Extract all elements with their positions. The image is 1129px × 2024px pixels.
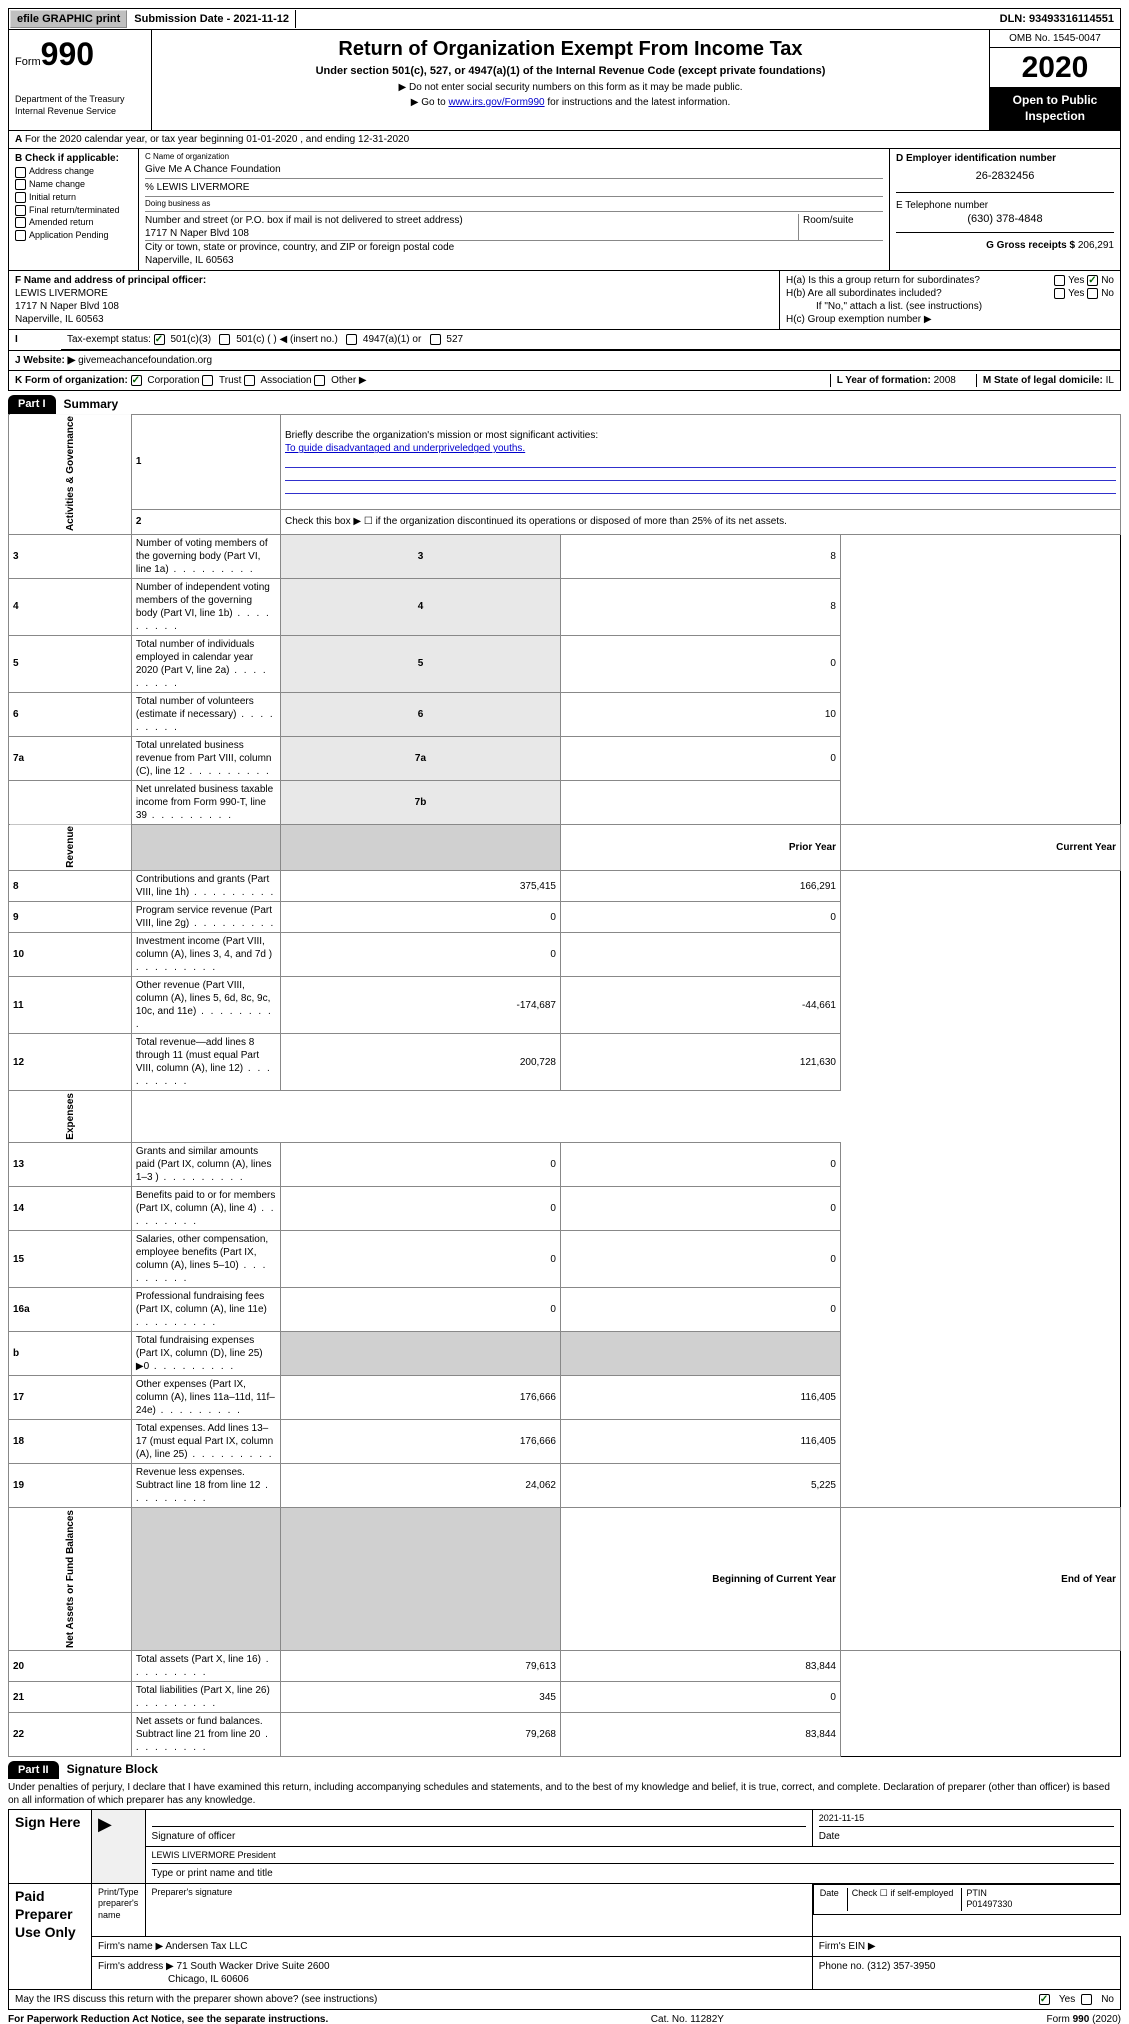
chk-amended[interactable]: Amended return [15, 217, 132, 229]
chk-final-return[interactable]: Final return/terminated [15, 205, 132, 217]
dln: DLN: 93493316114551 [994, 10, 1120, 28]
section-c: C Name of organization Give Me A Chance … [139, 149, 890, 270]
form-header: Form990 Department of the Treasury Inter… [8, 30, 1121, 131]
table-row: 18Total expenses. Add lines 13–17 (must … [9, 1420, 1121, 1464]
phone: (630) 378-4848 [896, 212, 1114, 226]
section-b: B Check if applicable: Address change Na… [9, 149, 139, 270]
discuss-row: May the IRS discuss this return with the… [8, 1990, 1121, 2010]
table-row: 13Grants and similar amounts paid (Part … [9, 1143, 1121, 1187]
ein: 26-2832456 [896, 169, 1114, 183]
side-gov: Activities & Governance [9, 414, 132, 534]
table-row: 19Revenue less expenses. Subtract line 1… [9, 1464, 1121, 1508]
table-row: 21Total liabilities (Part X, line 26)345… [9, 1682, 1121, 1713]
ptin: P01497330 [966, 1899, 1012, 1909]
tax-year: 2020 [990, 48, 1120, 87]
penalty-text: Under penalties of perjury, I declare th… [8, 1779, 1121, 1809]
chk-501c3[interactable] [154, 334, 165, 345]
table-row: 3Number of voting members of the governi… [9, 534, 1121, 578]
chk-527[interactable] [430, 334, 441, 345]
table-row: 12Total revenue—add lines 8 through 11 (… [9, 1034, 1121, 1091]
table-row: 22Net assets or fund balances. Subtract … [9, 1713, 1121, 1757]
part1-header: Part I Summary [8, 395, 1121, 413]
table-row: 20Total assets (Part X, line 16)79,61383… [9, 1651, 1121, 1682]
section-klm: K Form of organization: Corporation Trus… [8, 371, 1121, 391]
chk-app-pending[interactable]: Application Pending [15, 230, 132, 242]
info-grid: B Check if applicable: Address change Na… [8, 149, 1121, 271]
form-number-box: Form990 Department of the Treasury Inter… [9, 30, 152, 130]
sig-date: 2021-11-15 [819, 1813, 1114, 1827]
city-state-zip: Naperville, IL 60563 [145, 254, 883, 267]
section-j: J Website: ▶ givemeachancefoundation.org [8, 351, 1121, 371]
note-link: Go to www.irs.gov/Form990 for instructio… [160, 96, 981, 109]
chk-discuss-yes[interactable] [1039, 1994, 1050, 2005]
table-row: 15Salaries, other compensation, employee… [9, 1231, 1121, 1288]
org-name: Give Me A Chance Foundation [145, 163, 883, 176]
chk-501c[interactable] [219, 334, 230, 345]
footer: For Paperwork Reduction Act Notice, see … [8, 2010, 1121, 2024]
table-row: 4Number of independent voting members of… [9, 578, 1121, 635]
form-subtitle: Under section 501(c), 527, or 4947(a)(1)… [160, 64, 981, 78]
sign-here-label: Sign Here [9, 1810, 92, 1883]
table-row: 16aProfessional fundraising fees (Part I… [9, 1288, 1121, 1332]
section-f: F Name and address of principal officer:… [9, 271, 780, 329]
firm-phone: (312) 357-3950 [867, 1961, 935, 1972]
signature-table: Sign Here ▶ Signature of officer 2021-11… [8, 1809, 1121, 1990]
chk-4947[interactable] [346, 334, 357, 345]
irs-link[interactable]: www.irs.gov/Form990 [448, 97, 544, 108]
table-row: 17Other expenses (Part IX, column (A), l… [9, 1376, 1121, 1420]
table-row: 11Other revenue (Part VIII, column (A), … [9, 977, 1121, 1034]
officer-name: LEWIS LIVERMORE President [152, 1850, 1114, 1864]
care-of: % LEWIS LIVERMORE [145, 181, 883, 197]
table-row: 14Benefits paid to or for members (Part … [9, 1187, 1121, 1231]
header-net: Net Assets or Fund Balances Beginning of… [9, 1508, 1121, 1651]
firm-name: Andersen Tax LLC [165, 1941, 247, 1952]
chk-address-change[interactable]: Address change [15, 166, 132, 178]
table-row: bTotal fundraising expenses (Part IX, co… [9, 1332, 1121, 1376]
submission-date: Submission Date - 2021-11-12 [128, 10, 296, 28]
gross-receipts: 206,291 [1078, 240, 1114, 251]
section-ij: I Tax-exempt status: 501(c)(3) 501(c) ( … [8, 330, 1121, 351]
table-row: Net unrelated business taxable income fr… [9, 780, 1121, 824]
table-row: 7aTotal unrelated business revenue from … [9, 736, 1121, 780]
chk-other[interactable] [314, 375, 325, 386]
street-address: 1717 N Naper Blvd 108 [145, 227, 798, 240]
paid-preparer-label: Paid Preparer Use Only [9, 1883, 92, 1990]
table-row: 6Total number of volunteers (estimate if… [9, 692, 1121, 736]
public-inspection: Open to Public Inspection [990, 87, 1120, 130]
efile-print-button[interactable]: efile GRAPHIC print [10, 10, 127, 28]
form-title: Return of Organization Exempt From Incom… [160, 36, 981, 62]
table-row: 9Program service revenue (Part VIII, lin… [9, 902, 1121, 933]
section-fh: F Name and address of principal officer:… [8, 271, 1121, 330]
mission-text: To guide disadvantaged and underpriveled… [285, 443, 525, 454]
summary-table: Activities & Governance 1 Briefly descri… [8, 414, 1121, 1757]
chk-corp[interactable] [131, 375, 142, 386]
section-a: A For the 2020 calendar year, or tax yea… [8, 131, 1121, 149]
year-box: OMB No. 1545-0047 2020 Open to Public In… [989, 30, 1120, 130]
table-row: 5Total number of individuals employed in… [9, 635, 1121, 692]
chk-initial-return[interactable]: Initial return [15, 192, 132, 204]
dept-label: Department of the Treasury Internal Reve… [15, 94, 145, 117]
omb-no: OMB No. 1545-0047 [990, 30, 1120, 48]
website: givemeachancefoundation.org [78, 355, 212, 366]
table-row: 8Contributions and grants (Part VIII, li… [9, 871, 1121, 902]
chk-discuss-no[interactable] [1081, 1994, 1092, 2005]
chk-trust[interactable] [202, 375, 213, 386]
header-years: Revenue Prior Year Current Year [9, 824, 1121, 871]
title-box: Return of Organization Exempt From Incom… [152, 30, 989, 130]
chk-name-change[interactable]: Name change [15, 179, 132, 191]
note-ssn: Do not enter social security numbers on … [160, 81, 981, 94]
section-deg: D Employer identification number 26-2832… [890, 149, 1120, 270]
firm-address: 71 South Wacker Drive Suite 2600 [177, 1961, 330, 1972]
sign-arrow-icon: ▶ [92, 1810, 146, 1883]
section-h: H(a) Is this a group return for subordin… [780, 271, 1120, 329]
chk-assoc[interactable] [244, 375, 255, 386]
part2-header: Part II Signature Block [8, 1761, 1121, 1779]
table-row: 10Investment income (Part VIII, column (… [9, 933, 1121, 977]
top-toolbar: efile GRAPHIC print Submission Date - 20… [8, 8, 1121, 30]
